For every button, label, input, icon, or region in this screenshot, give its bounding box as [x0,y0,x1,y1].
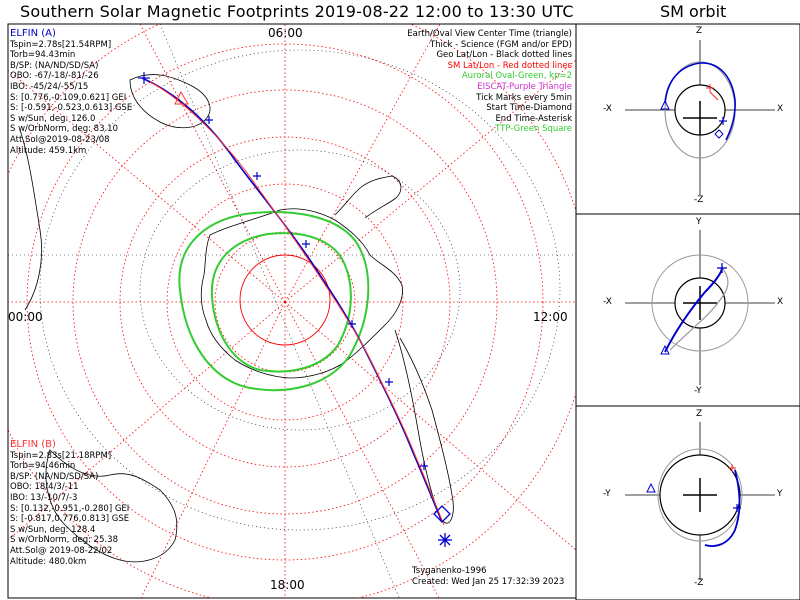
orbit-panel-3-left-label: -Y [603,489,611,499]
south-america-outline [394,329,454,524]
elfin-a-start-asterisk [138,72,150,84]
legend-item: Geo Lat/Lon - Black dotted lines [436,50,572,61]
orbit-panel-yz-frame [575,405,800,600]
legend: Earth/Oval View Center Time (triangle) T… [407,29,572,135]
legend-item: End Time-Asterisk [495,113,572,124]
orbit-panel-1-bottom-label: -Z [694,195,704,205]
elfin-b-line: Tspin=2.83s[21.18RPM] [10,450,112,461]
time-label-bottom: 18:00 [270,578,305,592]
sm-longitude-grid [8,24,576,598]
elfin-b-line: S: [0.132,-0.951,-0.280] GEI [10,503,130,514]
legend-item: Earth/Oval View Center Time (triangle) [407,29,572,39]
model-name: Tsyganenko-1996 [412,566,487,576]
elfin-a-start-diamond [433,505,451,523]
indian-ocean-coast [19,129,43,311]
orbit-panel-1-left-label: -X [603,104,612,114]
elfin-a-line: Att.Sol@2019-08-23/08 [10,134,110,145]
legend-item: Tick Marks every 5min [476,92,572,103]
elfin-a-line: Torb=94.43min [10,50,76,61]
elfin-a-line: B/SP: (NA/ND/SD/SA) [10,60,99,71]
elfin-b-line: IBO: 13/-10/7/-3 [10,492,78,503]
elfin-a-line: OBO: -67/-18/-81/-26 [10,71,99,82]
australia-outline [45,449,178,563]
elfin-b-info: ELFIN (B) Tspin=2.83s[21.18RPM] Torb=94.… [10,439,130,567]
orbit-panels [575,23,800,600]
elfin-a-line: IBO: -45/24/-55/15 [10,81,89,92]
time-label-top: 06:00 [268,26,303,40]
orbit-panel-3-bottom-label: -Z [694,578,704,588]
time-label-right: 12:00 [533,310,568,324]
orbit-panel-2-bottom-label: -Y [694,386,702,396]
elfin-a-info: ELFIN (A) Tspin=2.78s[21.54RPM] Torb=94.… [10,28,133,156]
orbit-panel-xy [625,230,775,385]
orbit-title: SM orbit [660,2,727,21]
elfin-a-line: Tspin=2.78s[21.54RPM] [10,39,112,50]
legend-item: Thick - Science (FGM and/or EPD) [429,39,572,50]
elfin-b-line: Torb=94.46min [10,461,76,472]
credits: Tsyganenko-1996 Created: Wed Jan 25 17:3… [412,566,564,587]
elfin-b-start-triangle [174,90,189,105]
legend-item: Start Time-Diamond [486,103,572,114]
elfin-b-line: OBO: 18/4/3/-11 [10,482,79,493]
elfin-b-line: S: [-0.817,0.776,0.813] GSE [10,514,130,525]
map-content [8,24,576,598]
elfin-b-name: ELFIN (B) [10,439,56,450]
africa-outline [129,74,211,129]
elfin-a-end-asterisk [438,533,452,547]
elfin-b-line: S w/OrbNorm, deg: 25.38 [10,535,119,546]
time-label-left: 00:00 [8,310,43,324]
orbit-panel-2-right-label: X [777,297,784,307]
antarctic-peninsula-outline [334,175,402,219]
auroral-oval [178,211,370,392]
legend-item: SM Lat/Lon - Red dotted lines [447,60,572,71]
orbit-panel-3-top-label: Z [696,409,703,419]
elfin-b-line: S w/Sun, deg: 128.4 [10,524,96,535]
elfin-b-line: B/SP: (NA/ND/SD/SA) [10,471,99,482]
orbit-panel-3-right-label: Y [777,489,783,499]
elfin-a-line: S w/OrbNorm, deg: 83.10 [10,124,119,135]
created-timestamp: Created: Wed Jan 25 17:32:39 2023 [412,576,565,587]
elfin-a-track [141,77,443,523]
orbit-panel-1-top-label: Z [696,26,703,36]
elfin-a-name: ELFIN (A) [10,28,56,39]
orbit-panel-2-left-label: -X [603,297,612,307]
elfin-b-line: Altitude: 480.0km [10,556,87,567]
elfin-a-line: S: [0.776,-0.109,0.621] GEI [10,92,127,103]
elfin-b-track [149,81,445,526]
legend-item: TTP-Green Square [495,124,572,135]
orbit-panel-xz [625,40,775,195]
elfin-a-line: Altitude: 459.1km [10,145,87,156]
elfin-a-line: S w/Sun, deg: 126.0 [10,113,96,124]
legend-item: EISCAT-Purple Triangle [477,81,572,92]
elfin-b-line: Att.Sol@ 2019-08-22/02 [10,545,113,556]
antarctica-outline [200,208,403,379]
orbit-panel-2-top-label: Y [696,217,702,227]
elfin-a-line: S: [-0.591,-0.523,0.613] GSE [10,103,133,114]
legend-item: Auroral Oval-Green, kp=2 [461,71,572,82]
elfin-a-tick-marks [205,116,428,470]
orbit-panel-yz [625,422,775,580]
page-title: Southern Solar Magnetic Footprints 2019-… [20,2,574,21]
orbit-panel-1-right-label: X [777,104,784,114]
